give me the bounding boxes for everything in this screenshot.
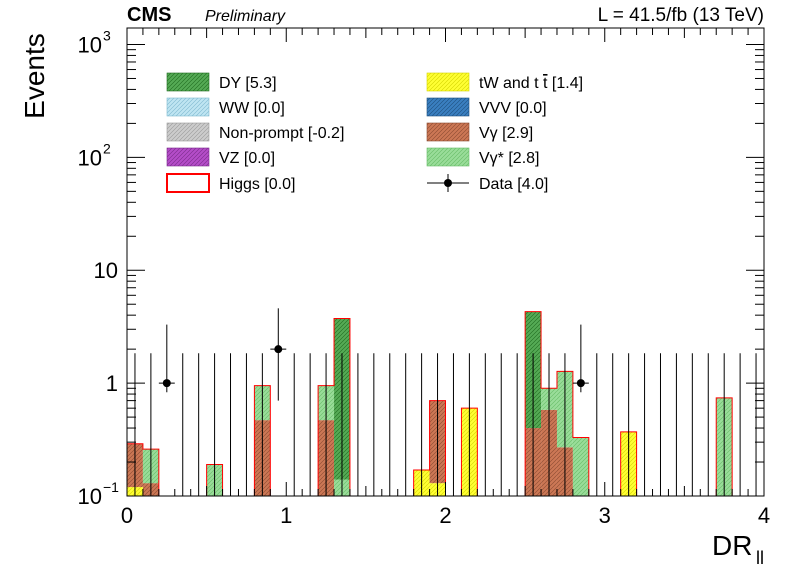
legend-item-non-prompt: Non-prompt [-0.2] [166, 122, 344, 142]
status-label: Preliminary [205, 8, 286, 25]
legend-swatch [166, 173, 210, 193]
legend: DY [5.3] tW and t t [1.4] WW [0.0] VVV [0.0… [166, 72, 583, 193]
x-axis-title-sub: ll [756, 548, 764, 568]
bar-v--bin-28 [572, 437, 589, 496]
legend-label: VVV [0.0] [479, 100, 547, 117]
legend-label: VZ [0.0] [219, 150, 275, 167]
x-tick-label-4: 4 [758, 503, 770, 528]
x-tick-label-0: 0 [121, 503, 133, 528]
stacked-bars [126, 311, 764, 497]
y-tick-label-0: 10 [78, 484, 102, 509]
legend-swatch [166, 122, 210, 142]
legend-swatch [166, 97, 210, 117]
legend-label: Data [4.0] [479, 176, 548, 193]
legend-label: tW and t t [1.4] [479, 75, 583, 92]
legend-item-tw-and-t: tW and t t [1.4] [426, 72, 583, 92]
data-points [158, 308, 589, 401]
legend-swatch [166, 72, 210, 92]
legend-label: Vγ [2.9] [479, 125, 533, 142]
y-tick-label-2: 10 [94, 258, 118, 283]
legend-item-dy: DY [5.3] [166, 72, 277, 92]
y-tick-exponent-0: −1 [103, 479, 119, 495]
legend-label: Higgs [0.0] [219, 176, 295, 193]
x-axis-title-main: DR [712, 530, 752, 561]
x-tick-label-2: 2 [439, 503, 451, 528]
legend-item-vz: VZ [0.0] [166, 147, 275, 167]
legend-swatch [166, 147, 210, 167]
x-axis-title: DR ll [712, 530, 764, 568]
legend-item-v-: Vγ [2.9] [426, 122, 533, 142]
legend-swatch [426, 122, 470, 142]
error-bars [134, 353, 757, 496]
legend-label: Vγ* [2.8] [479, 150, 539, 167]
data-point-1 [270, 308, 287, 401]
y-tick-exponent-3: 2 [103, 140, 111, 156]
legend-item-v-: Vγ* [2.8] [426, 147, 539, 167]
legend-item-higgs: Higgs [0.0] [166, 173, 295, 193]
legend-swatch [426, 147, 470, 167]
legend-swatch [426, 72, 470, 92]
legend-swatch [426, 97, 470, 117]
legend-label: WW [0.0] [219, 100, 285, 117]
data-point-0 [158, 324, 175, 393]
y-tick-label-4: 10 [78, 32, 102, 57]
lumi-label: L = 41.5/fb (13 TeV) [598, 5, 764, 26]
legend-item-ww: WW [0.0] [166, 97, 285, 117]
x-tick-label-1: 1 [280, 503, 292, 528]
y-axis-title: Events [19, 33, 50, 119]
y-tick-label-3: 10 [78, 145, 102, 170]
legend-label: Non-prompt [-0.2] [219, 125, 344, 142]
data-point-2 [572, 324, 589, 393]
legend-swatch [444, 179, 452, 187]
y-tick-exponent-4: 3 [103, 27, 111, 43]
y-tick-label-1: 1 [106, 371, 118, 396]
legend-item-vvv: VVV [0.0] [426, 97, 547, 117]
legend-label: DY [5.3] [219, 75, 277, 92]
experiment-label: CMS [127, 4, 171, 26]
x-tick-label-3: 3 [599, 503, 611, 528]
legend-item-data: Data [4.0] [427, 174, 548, 193]
total-stack-outline [126, 311, 764, 497]
legend-label-bar: t [543, 75, 548, 92]
